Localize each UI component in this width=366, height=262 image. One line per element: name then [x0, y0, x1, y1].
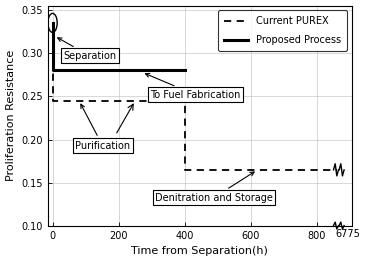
Current PUREX	[51, 99, 55, 102]
Line: Proposed Process: Proposed Process	[53, 23, 185, 70]
Text: To Fuel Fabrication: To Fuel Fabrication	[146, 73, 240, 100]
Current PUREX	[51, 21, 55, 24]
Proposed Process	[51, 21, 55, 24]
Proposed Process	[51, 69, 55, 72]
Current PUREX	[133, 99, 137, 102]
Proposed Process	[183, 69, 187, 72]
Text: 6775: 6775	[335, 229, 360, 239]
Current PUREX	[183, 99, 187, 102]
Legend: Current PUREX, Proposed Process: Current PUREX, Proposed Process	[218, 10, 347, 51]
Current PUREX	[335, 168, 339, 171]
Text: Purification: Purification	[75, 104, 130, 151]
Text: Denitration and Storage: Denitration and Storage	[155, 172, 273, 203]
Current PUREX	[183, 168, 187, 171]
Text: Separation: Separation	[58, 38, 116, 61]
X-axis label: Time from Separation(h): Time from Separation(h)	[131, 247, 268, 256]
Current PUREX	[133, 99, 137, 102]
Y-axis label: Proliferation Resistance: Proliferation Resistance	[5, 50, 16, 182]
Line: Current PUREX: Current PUREX	[53, 23, 337, 170]
